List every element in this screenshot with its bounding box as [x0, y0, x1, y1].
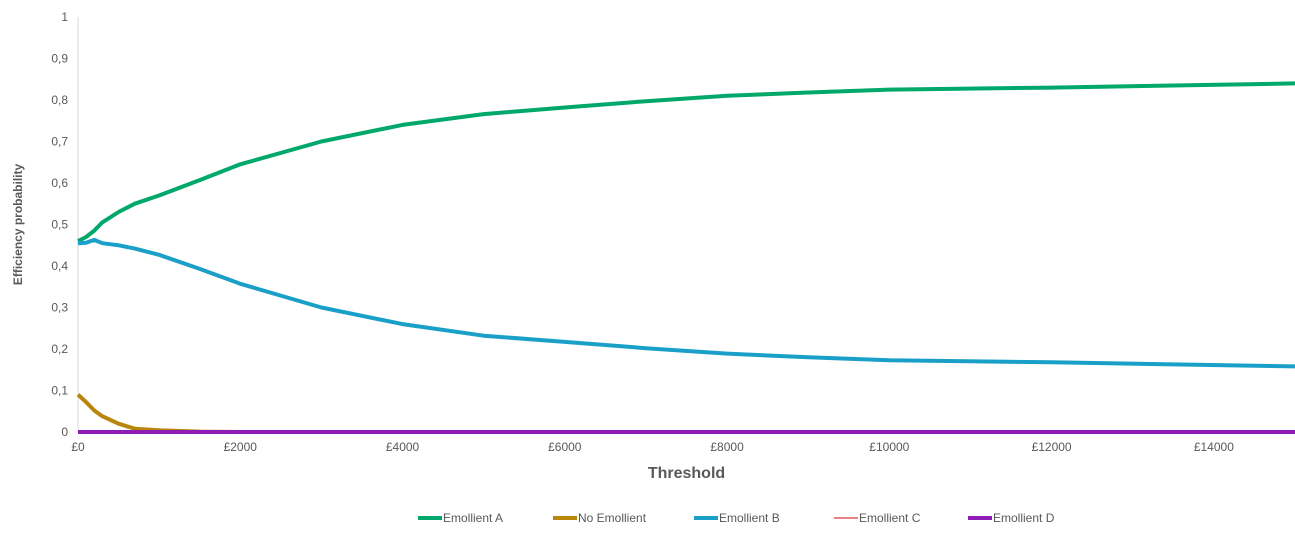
y-tick-label: 0,5	[51, 218, 68, 232]
y-tick-label: 0	[61, 425, 68, 439]
x-tick-label: £4000	[386, 440, 420, 454]
y-tick-label: 0,1	[51, 384, 68, 398]
x-tick-label: £14000	[1194, 440, 1234, 454]
legend-label: Emollient C	[859, 511, 921, 525]
legend-label: Emollient A	[443, 511, 503, 525]
x-tick-label: £6000	[548, 440, 582, 454]
x-axis-label: Threshold	[648, 465, 725, 482]
x-tick-label: £12000	[1032, 440, 1072, 454]
y-axis-label: Efficiency probability	[11, 163, 25, 285]
y-tick-label: 0,9	[51, 52, 68, 66]
y-tick-label: 1	[61, 10, 68, 24]
x-tick-label: £0	[71, 440, 85, 454]
legend: Emollient A No Emollient Emollient B Emolli…	[418, 511, 1055, 525]
legend-label: No Emollient	[578, 511, 647, 525]
series-line-emollient-a	[77, 81, 1295, 243]
legend-label: Emollient B	[719, 511, 780, 525]
x-tick-label: £10000	[869, 440, 909, 454]
y-tick-label: 0,3	[51, 301, 68, 315]
y-tick-label: 0,6	[51, 176, 68, 190]
y-axis-ticks: 0 0,1 0,2 0,3 0,4 0,5 0,6 0,7 0,8 0,9 1	[51, 10, 68, 439]
series-line-emollient-b	[77, 237, 1295, 369]
x-tick-label: £2000	[224, 440, 258, 454]
y-tick-label: 0,2	[51, 342, 68, 356]
y-tick-label: 0,4	[51, 259, 68, 273]
x-tick-label: £8000	[710, 440, 744, 454]
legend-label: Emollient D	[993, 511, 1055, 525]
series-line-no-emollient	[76, 393, 1295, 434]
series-lines	[76, 81, 1295, 434]
x-axis-ticks: £0 £2000 £4000 £6000 £8000 £10000 £12000 £14000	[71, 440, 1234, 454]
y-tick-label: 0,7	[51, 135, 68, 149]
y-tick-label: 0,8	[51, 93, 68, 107]
